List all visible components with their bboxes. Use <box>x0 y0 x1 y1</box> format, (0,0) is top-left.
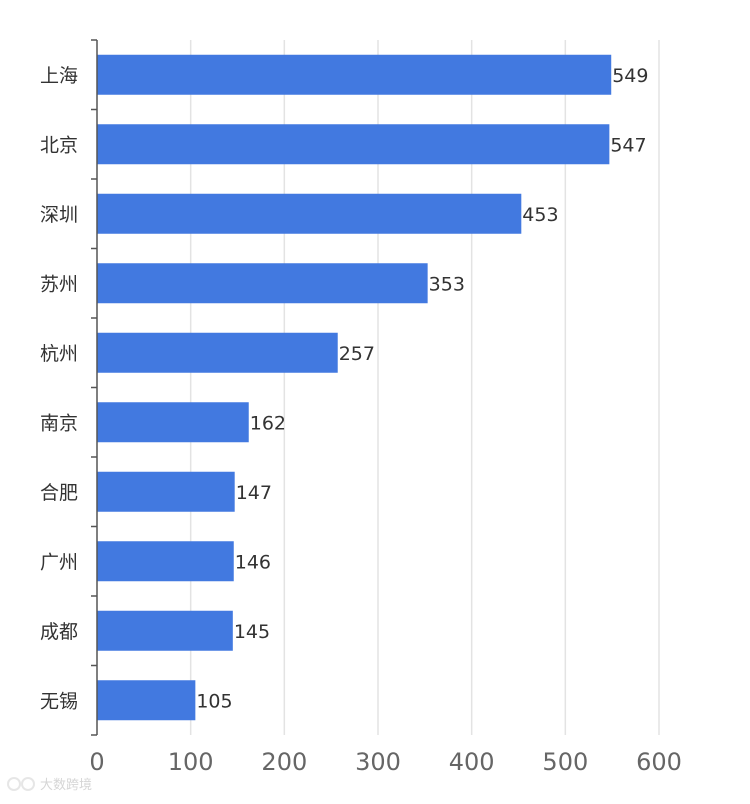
bar-8 <box>97 541 234 581</box>
bar-2 <box>97 124 609 164</box>
category-label-5: 杭州 <box>40 343 78 365</box>
bar-9 <box>97 611 233 651</box>
value-label-8: 146 <box>235 551 271 573</box>
x-tick-label-100: 100 <box>168 748 214 776</box>
category-label-7: 合肥 <box>40 482 78 504</box>
value-label-6: 162 <box>250 412 286 434</box>
bar-7 <box>97 472 235 512</box>
bar-4 <box>97 263 428 303</box>
category-label-2: 北京 <box>40 134 78 156</box>
value-label-1: 549 <box>612 65 648 87</box>
bar-1 <box>97 55 611 95</box>
axis-layer <box>91 40 97 735</box>
x-tick-label-0: 0 <box>89 748 104 776</box>
bar-3 <box>97 194 521 234</box>
category-label-6: 南京 <box>40 412 78 434</box>
value-label-2: 547 <box>610 134 646 156</box>
x-tick-label-200: 200 <box>261 748 307 776</box>
watermark: 大数跨境 <box>8 778 92 793</box>
category-label-8: 广州 <box>40 551 78 573</box>
category-label-3: 深圳 <box>40 204 78 226</box>
value-label-10: 105 <box>196 690 232 712</box>
watermark-text: 大数跨境 <box>40 778 92 793</box>
x-tick-label-500: 500 <box>542 748 588 776</box>
x-tick-label-300: 300 <box>355 748 401 776</box>
x-tick-label-400: 400 <box>449 748 495 776</box>
category-label-1: 上海 <box>40 65 78 87</box>
value-label-3: 453 <box>522 204 558 226</box>
category-label-4: 苏州 <box>40 273 78 295</box>
x-tick-label-600: 600 <box>636 748 682 776</box>
category-label-10: 无锡 <box>40 690 78 712</box>
bar-6 <box>97 402 249 442</box>
value-label-9: 145 <box>234 621 270 643</box>
value-label-4: 353 <box>429 273 465 295</box>
watermark-logo-icon <box>8 778 34 790</box>
bar-5 <box>97 333 338 373</box>
bar-10 <box>97 680 195 720</box>
value-label-5: 257 <box>339 343 375 365</box>
bar-layer <box>97 55 611 721</box>
value-label-7: 147 <box>236 482 272 504</box>
category-label-9: 成都 <box>40 621 78 643</box>
